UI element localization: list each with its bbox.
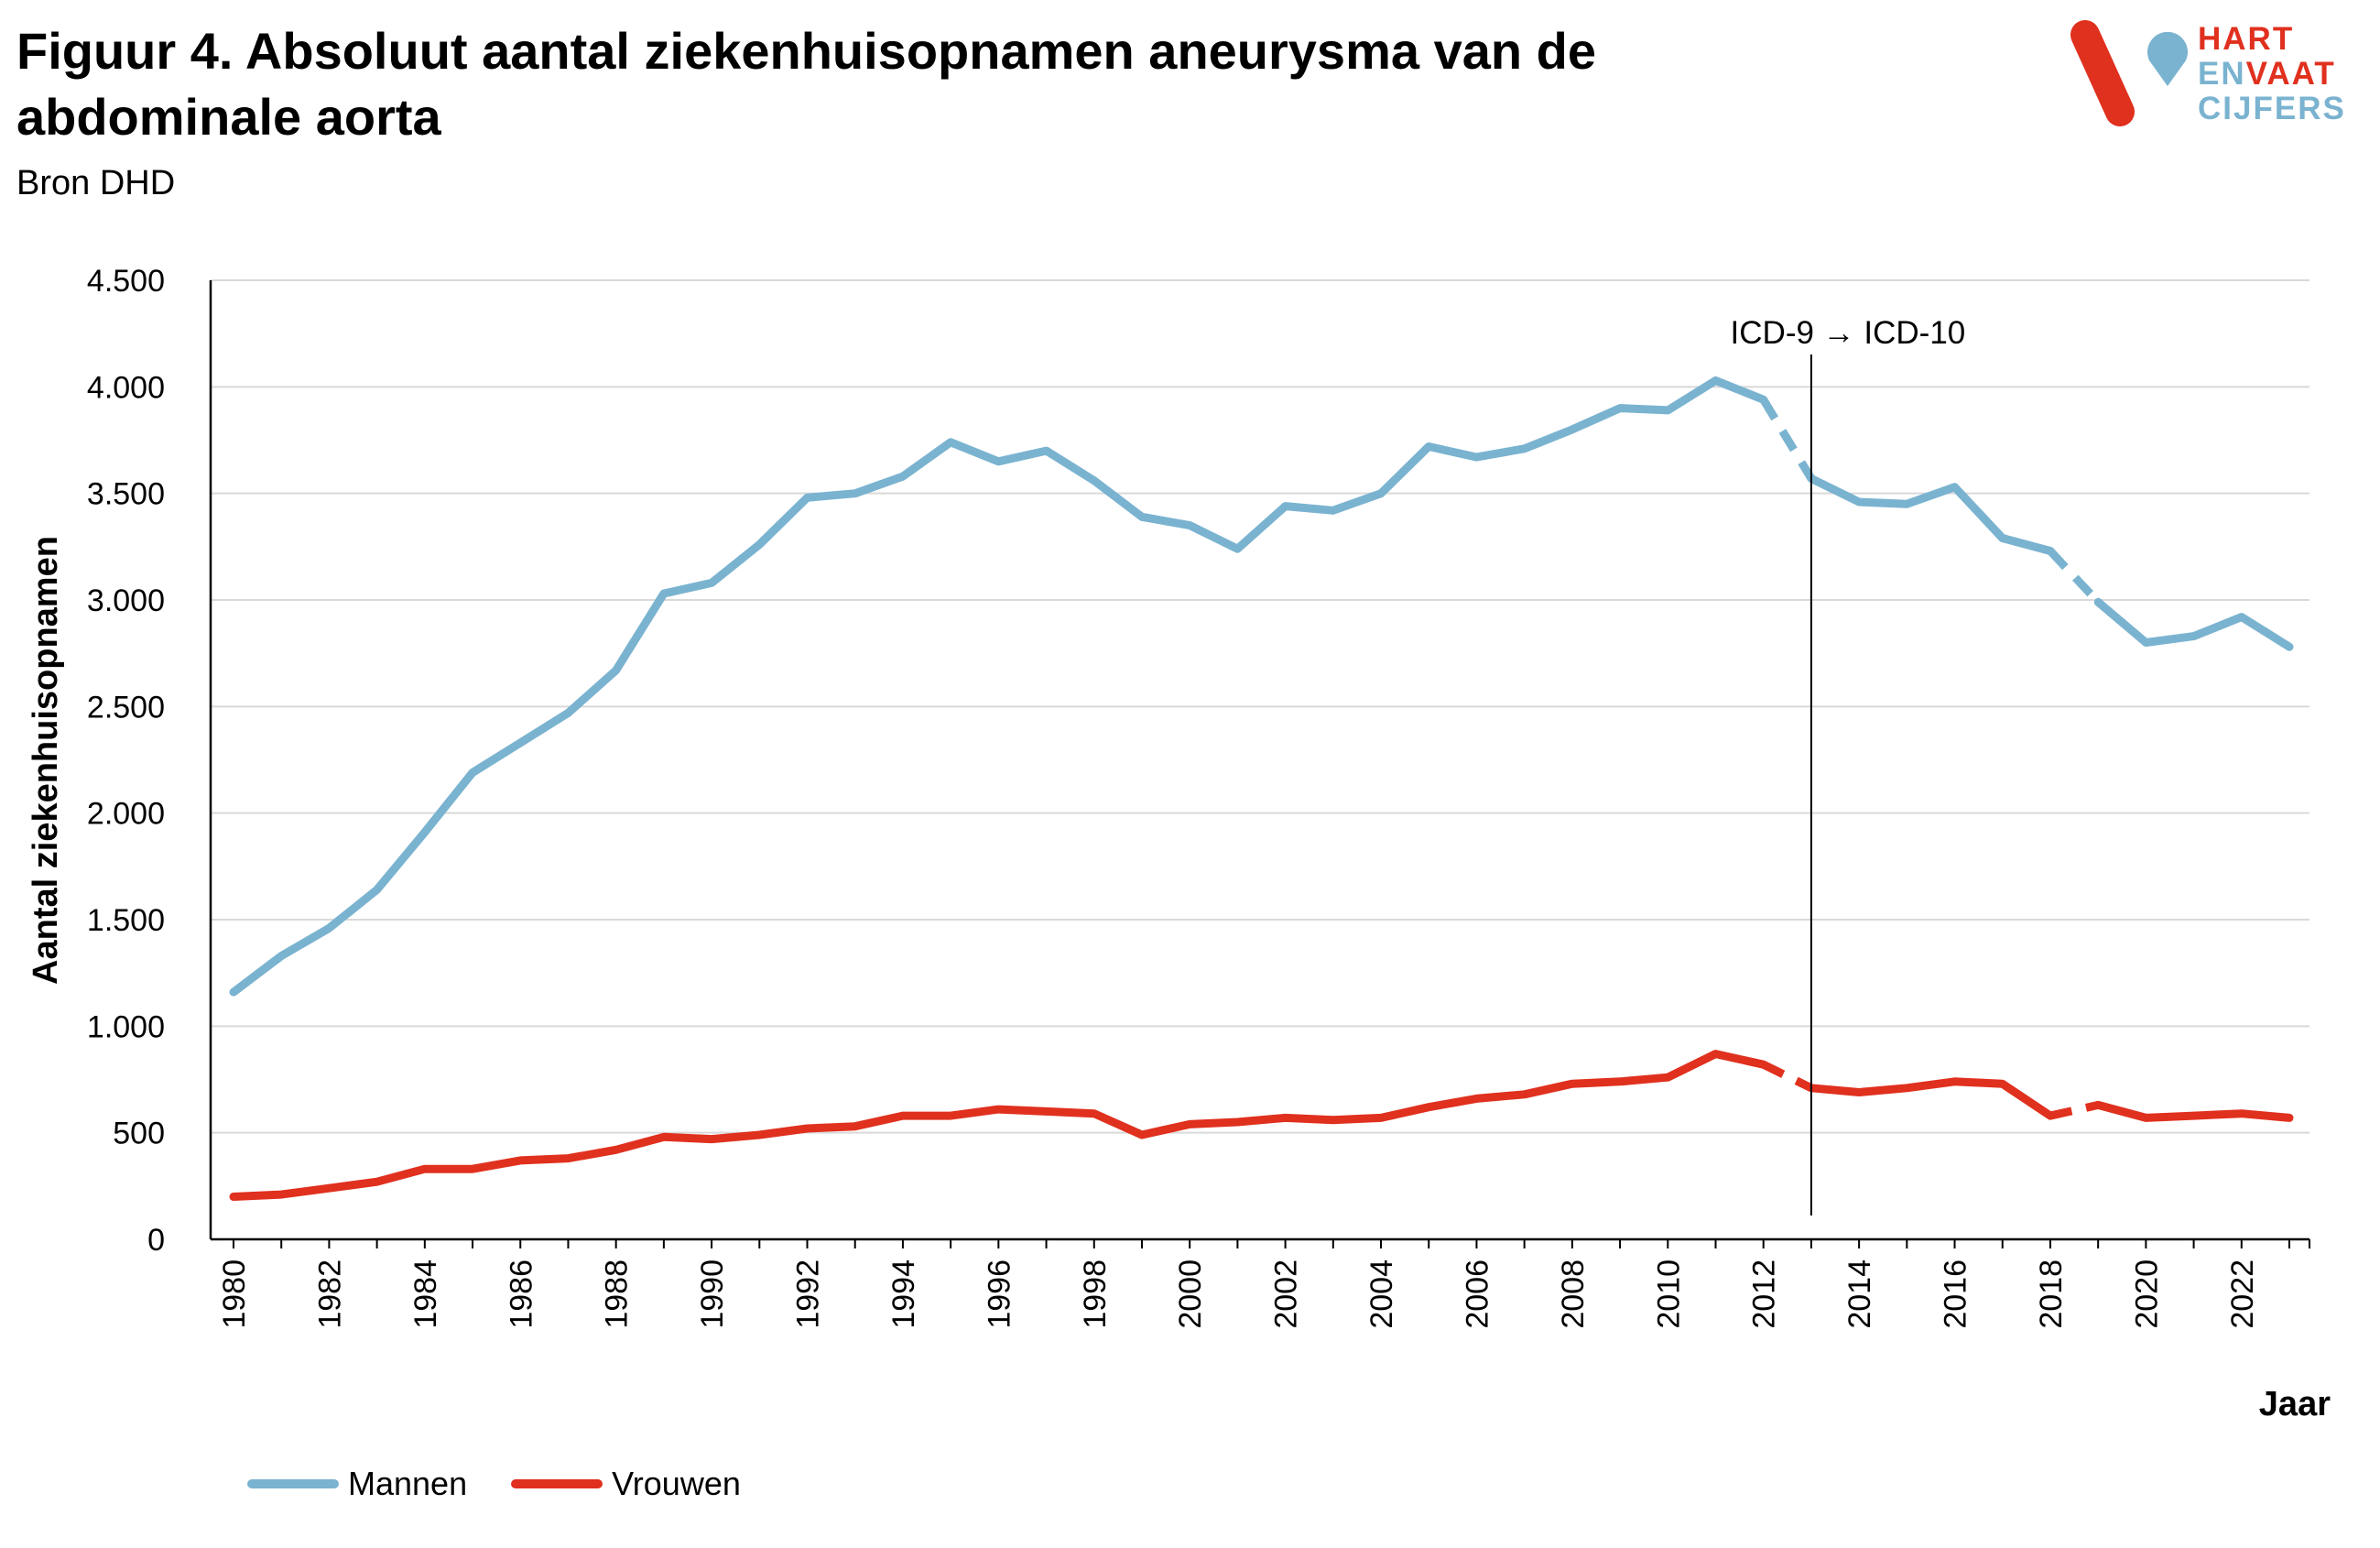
y-tick-label: 3.500 <box>87 477 165 512</box>
chart-subtitle: Bron DHD <box>16 164 176 202</box>
series-line <box>229 376 1768 997</box>
x-tick-label: 2006 <box>1460 1259 1494 1329</box>
x-tick-label: 2008 <box>1556 1259 1591 1329</box>
legend: Mannen Vrouwen <box>247 1461 785 1507</box>
legend-label: Mannen <box>348 1465 468 1502</box>
x-tick-label: 2020 <box>2129 1259 2164 1329</box>
annotation-label: ICD-9 → ICD-10 <box>1731 315 1966 351</box>
logo-line-vaat: VAAT <box>2245 56 2336 92</box>
series-line <box>1807 1077 2055 1120</box>
x-tick-label: 1984 <box>408 1259 443 1329</box>
legend-swatch <box>247 1479 339 1488</box>
series-line <box>229 1050 1768 1201</box>
y-tick-label: 1.000 <box>87 1009 165 1044</box>
x-tick-label: 2010 <box>1651 1259 1686 1329</box>
x-tick-label: 2018 <box>2034 1259 2069 1329</box>
x-tick-label: 2012 <box>1747 1259 1782 1329</box>
y-tick-label: 4.500 <box>87 264 165 299</box>
logo-line-cijfers: CIJFERS <box>2198 91 2346 126</box>
x-tick-label: 1988 <box>600 1259 635 1329</box>
x-tick-label: 1994 <box>886 1259 921 1329</box>
series-dashed-segment <box>1761 1061 1813 1092</box>
y-tick-label: 2.500 <box>87 690 165 725</box>
logo-line-hart: HART <box>2198 21 2295 57</box>
logo-mark-icon <box>2070 20 2188 126</box>
x-tick-label: 1986 <box>504 1259 538 1329</box>
x-tick-label: 1982 <box>312 1259 347 1329</box>
x-tick-label: 2014 <box>1842 1259 1877 1329</box>
x-tick-label: 2000 <box>1173 1259 1208 1329</box>
y-tick-label: 3.000 <box>87 583 165 618</box>
x-axis-title: Jaar <box>2259 1385 2331 1423</box>
logo: HART ENVAAT CIJFERS <box>2065 20 2367 130</box>
series-dashed-segment <box>2049 1101 2100 1120</box>
legend-swatch <box>511 1479 603 1488</box>
y-tick-label: 500 <box>113 1117 165 1151</box>
x-tick-label: 2022 <box>2225 1259 2260 1329</box>
x-tick-label: 2016 <box>1939 1259 1973 1329</box>
y-tick-label: 0 <box>147 1223 165 1258</box>
annotation: ICD-9 → ICD-10 <box>1731 315 1966 1216</box>
y-axis: 0 500 1.000 1.500 2.000 2.500 3.000 3.500 4.000 4… <box>87 264 212 1258</box>
legend-item-vrouwen: Vrouwen <box>511 1465 741 1503</box>
series-dashed-segment <box>1759 397 1815 481</box>
grid-lines <box>211 279 2309 1134</box>
x-tick-label: 2004 <box>1364 1259 1399 1329</box>
series-mannen <box>229 376 2294 997</box>
x-tick-label: 1998 <box>1078 1259 1113 1329</box>
chart-title: Figuur 4. Absoluut aantal ziekenhuisopna… <box>16 22 1596 146</box>
legend-item-mannen: Mannen <box>247 1465 467 1503</box>
series-line <box>1807 474 2055 555</box>
legend-label: Vrouwen <box>612 1465 741 1502</box>
series-line <box>2093 597 2294 651</box>
y-tick-label: 2.000 <box>87 797 165 832</box>
logo-wordmark: HART ENVAAT CIJFERS <box>2198 22 2346 126</box>
x-tick-label: 1980 <box>217 1259 252 1329</box>
y-axis-title: Aantal ziekenhuisopnamen <box>27 536 65 985</box>
series-vrouwen <box>229 1050 2294 1201</box>
series-dashed-segment <box>2047 548 2102 605</box>
y-tick-label: 4.000 <box>87 370 165 405</box>
series-line <box>2093 1100 2294 1122</box>
y-tick-label: 1.500 <box>87 903 165 938</box>
x-tick-label: 1992 <box>791 1259 826 1329</box>
x-axis: 1980 1982 1984 1986 1988 1990 1992 1994 1996 1998… <box>211 1237 2310 1329</box>
x-tick-label: 1990 <box>695 1259 730 1329</box>
x-tick-label: 2002 <box>1269 1259 1304 1329</box>
series-lines <box>229 376 2294 1201</box>
x-tick-label: 1996 <box>982 1259 1016 1329</box>
logo-line-en: EN <box>2198 56 2246 92</box>
